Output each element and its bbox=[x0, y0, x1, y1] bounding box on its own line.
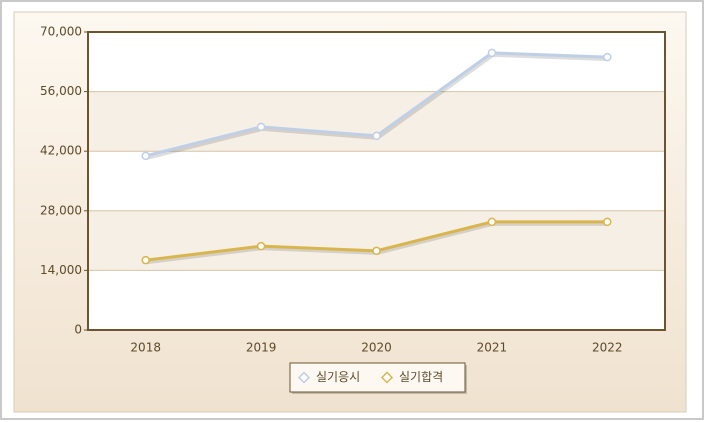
legend-marker bbox=[297, 371, 311, 384]
legend bbox=[289, 362, 466, 393]
x-tick-label: 2022 bbox=[592, 341, 623, 355]
point bbox=[141, 255, 150, 265]
point bbox=[141, 151, 150, 161]
y-tick-label: 28,000 bbox=[40, 203, 82, 217]
grid-band bbox=[88, 210, 665, 271]
point bbox=[256, 122, 266, 132]
point bbox=[487, 217, 497, 227]
point bbox=[487, 48, 497, 58]
y-tick-label: 0 bbox=[74, 323, 82, 337]
x-tick-label: 2020 bbox=[361, 341, 392, 355]
y-tick-label: 70,000 bbox=[40, 25, 82, 39]
y-tick-label: 56,000 bbox=[40, 84, 82, 98]
grid-band bbox=[88, 91, 665, 152]
y-tick-label: 42,000 bbox=[40, 144, 82, 158]
plot-area bbox=[88, 32, 665, 330]
point bbox=[603, 52, 612, 62]
y-tick-label: 14,000 bbox=[40, 263, 82, 277]
point bbox=[372, 246, 381, 256]
point bbox=[256, 241, 266, 251]
legend-label: 실기응시 bbox=[316, 370, 360, 384]
x-tick-label: 2021 bbox=[477, 341, 508, 355]
plot-border bbox=[87, 31, 666, 331]
x-tick-label: 2018 bbox=[130, 341, 161, 355]
point bbox=[603, 217, 612, 227]
x-tick-label: 2019 bbox=[246, 341, 277, 355]
point bbox=[372, 131, 381, 141]
legend-label: 실기합격 bbox=[399, 370, 443, 384]
legend-marker bbox=[380, 371, 394, 384]
